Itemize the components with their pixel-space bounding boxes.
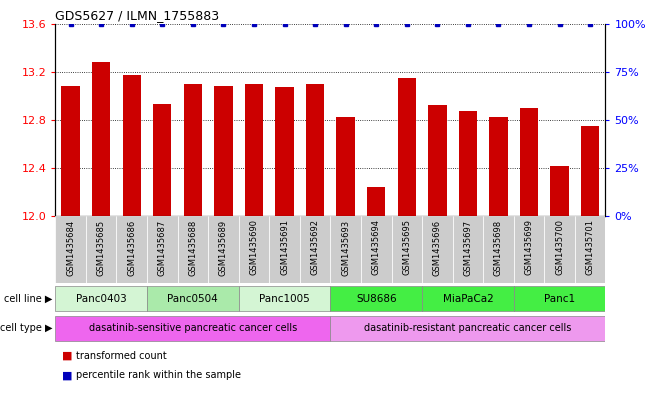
Bar	[300, 216, 331, 283]
Text: GSM1435686: GSM1435686	[127, 219, 136, 276]
Bar	[331, 286, 422, 311]
Bar	[153, 104, 171, 216]
Bar	[122, 75, 141, 216]
Bar	[398, 78, 416, 216]
Bar	[428, 105, 447, 216]
Text: SU8686: SU8686	[356, 294, 396, 304]
Bar	[306, 84, 324, 216]
Bar	[147, 216, 178, 283]
Bar	[514, 216, 544, 283]
Bar	[214, 86, 232, 216]
Text: dasatinib-sensitive pancreatic cancer cells: dasatinib-sensitive pancreatic cancer ce…	[89, 323, 297, 333]
Text: GSM1435692: GSM1435692	[311, 219, 320, 275]
Bar	[270, 216, 300, 283]
Text: GSM1435685: GSM1435685	[97, 219, 105, 275]
Bar	[178, 216, 208, 283]
Text: GSM1435691: GSM1435691	[280, 219, 289, 275]
Bar	[551, 165, 569, 216]
Bar	[459, 112, 477, 216]
Text: GSM1435695: GSM1435695	[402, 219, 411, 275]
Bar	[422, 216, 452, 283]
Text: GSM1435694: GSM1435694	[372, 219, 381, 275]
Bar	[361, 216, 391, 283]
Bar	[452, 216, 483, 283]
Bar	[245, 84, 263, 216]
Text: GSM1435687: GSM1435687	[158, 219, 167, 276]
Bar	[55, 216, 86, 283]
Bar	[92, 62, 111, 216]
Bar	[367, 187, 385, 216]
Bar	[337, 118, 355, 216]
Text: GSM1435697: GSM1435697	[464, 219, 473, 275]
Text: Panc0504: Panc0504	[167, 294, 218, 304]
Bar	[55, 316, 331, 340]
Text: ■: ■	[62, 351, 72, 361]
Bar	[422, 286, 514, 311]
Bar	[239, 216, 270, 283]
Text: GSM1435693: GSM1435693	[341, 219, 350, 275]
Text: GSM1435689: GSM1435689	[219, 219, 228, 275]
Text: GSM1435684: GSM1435684	[66, 219, 75, 275]
Text: dasatinib-resistant pancreatic cancer cells: dasatinib-resistant pancreatic cancer ce…	[364, 323, 572, 333]
Bar	[331, 316, 605, 340]
Bar	[86, 216, 117, 283]
Text: transformed count: transformed count	[76, 351, 167, 361]
Bar	[117, 216, 147, 283]
Bar	[490, 118, 508, 216]
Bar	[483, 216, 514, 283]
Bar	[275, 87, 294, 216]
Bar	[331, 216, 361, 283]
Text: GSM1435690: GSM1435690	[249, 219, 258, 275]
Text: GSM1435688: GSM1435688	[188, 219, 197, 276]
Text: GSM1435701: GSM1435701	[586, 219, 594, 275]
Bar	[514, 286, 605, 311]
Text: GSM1435696: GSM1435696	[433, 219, 442, 275]
Bar	[184, 84, 202, 216]
Bar	[391, 216, 422, 283]
Text: GSM1435698: GSM1435698	[494, 219, 503, 275]
Bar	[575, 216, 605, 283]
Text: MiaPaCa2: MiaPaCa2	[443, 294, 493, 304]
Text: Panc1: Panc1	[544, 294, 575, 304]
Bar	[208, 216, 239, 283]
Text: GSM1435700: GSM1435700	[555, 219, 564, 275]
Bar	[239, 286, 331, 311]
Bar	[520, 108, 538, 216]
Bar	[581, 126, 600, 216]
Text: cell line ▶: cell line ▶	[4, 294, 52, 304]
Bar	[147, 286, 239, 311]
Text: percentile rank within the sample: percentile rank within the sample	[76, 370, 241, 380]
Bar	[544, 216, 575, 283]
Bar	[61, 86, 80, 216]
Text: cell type ▶: cell type ▶	[0, 323, 52, 333]
Bar	[55, 286, 147, 311]
Text: Panc1005: Panc1005	[259, 294, 310, 304]
Text: ■: ■	[62, 370, 72, 380]
Text: GDS5627 / ILMN_1755883: GDS5627 / ILMN_1755883	[55, 9, 219, 22]
Text: Panc0403: Panc0403	[76, 294, 126, 304]
Text: GSM1435699: GSM1435699	[525, 219, 534, 275]
